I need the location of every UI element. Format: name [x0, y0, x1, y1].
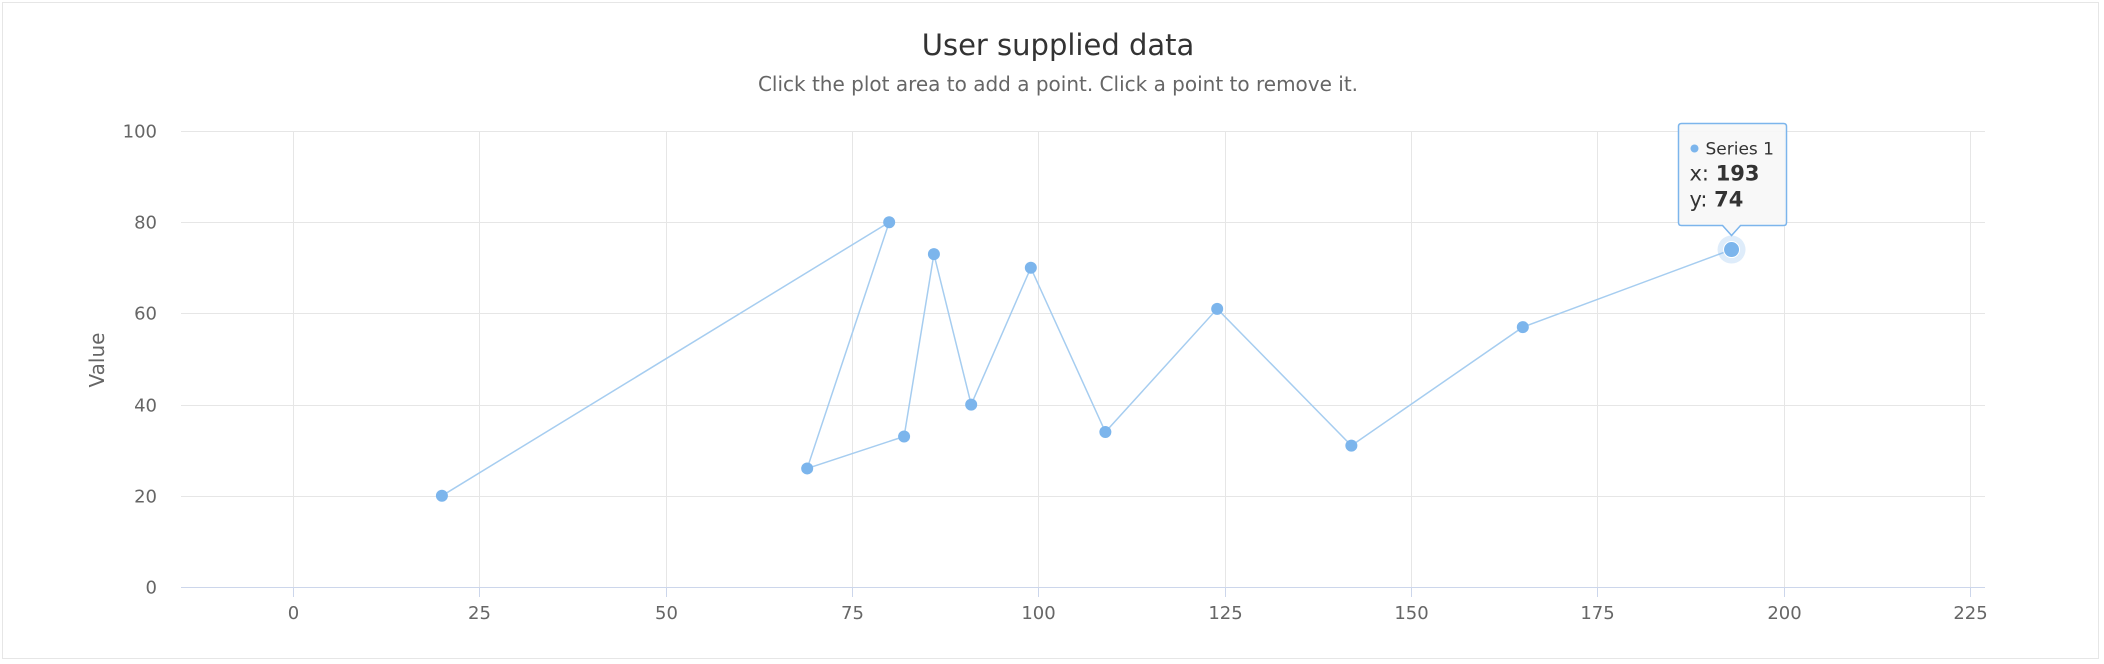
- data-point[interactable]: [965, 398, 978, 411]
- tooltip-y-line: y: 74: [1690, 188, 1744, 212]
- data-point[interactable]: [1345, 439, 1358, 452]
- x-tick-label: 50: [655, 603, 678, 624]
- hovered-data-point[interactable]: [1723, 241, 1741, 259]
- tooltip-y-value: 74: [1714, 188, 1743, 212]
- x-tick-label: 175: [1580, 603, 1614, 624]
- tooltip-box: [1677, 122, 1788, 237]
- x-tick-label: 125: [1208, 603, 1242, 624]
- y-tick-label: 20: [134, 487, 157, 508]
- x-tick-label: 150: [1394, 603, 1428, 624]
- data-point[interactable]: [1211, 302, 1224, 315]
- data-point[interactable]: [1024, 261, 1037, 274]
- data-point[interactable]: [898, 430, 911, 443]
- tooltip-y-label: y:: [1690, 188, 1715, 212]
- data-point[interactable]: [435, 489, 448, 502]
- x-tick-label: 200: [1767, 603, 1801, 624]
- tooltip-series-name: Series 1: [1706, 140, 1775, 160]
- tooltip-x-value: 193: [1716, 162, 1760, 186]
- data-point[interactable]: [927, 248, 940, 261]
- chart-subtitle: Click the plot area to add a point. Clic…: [758, 72, 1358, 96]
- y-axis-title: Value: [85, 333, 109, 388]
- x-tick-label: 100: [1021, 603, 1055, 624]
- y-tick-label: 100: [123, 122, 157, 143]
- data-point[interactable]: [1516, 321, 1529, 334]
- tooltip-x-label: x:: [1690, 162, 1716, 186]
- y-tick-label: 40: [134, 396, 157, 417]
- x-tick-label: 75: [841, 603, 864, 624]
- tooltip: Series 1 x: 193 y: 74: [1677, 122, 1788, 237]
- x-tick-label: 25: [468, 603, 491, 624]
- tooltip-series-marker: [1690, 144, 1699, 153]
- tooltip-x-line: x: 193: [1690, 162, 1760, 186]
- x-tick-label: 0: [288, 603, 299, 624]
- y-tick-label: 80: [134, 213, 157, 234]
- series-line: [441, 220, 1732, 497]
- y-tick-label: 60: [134, 304, 157, 325]
- series-1: [435, 216, 1746, 502]
- data-point[interactable]: [883, 216, 896, 229]
- axes: 0 20 40 60 80 100 0 25 50 75 100 125 150 175 200 225: [123, 122, 1988, 625]
- x-tick-label: 225: [1953, 603, 1987, 624]
- y-tick-label: 0: [146, 578, 157, 599]
- data-point[interactable]: [801, 462, 814, 475]
- data-point[interactable]: [1099, 425, 1112, 438]
- chart-title: User supplied data: [922, 28, 1195, 62]
